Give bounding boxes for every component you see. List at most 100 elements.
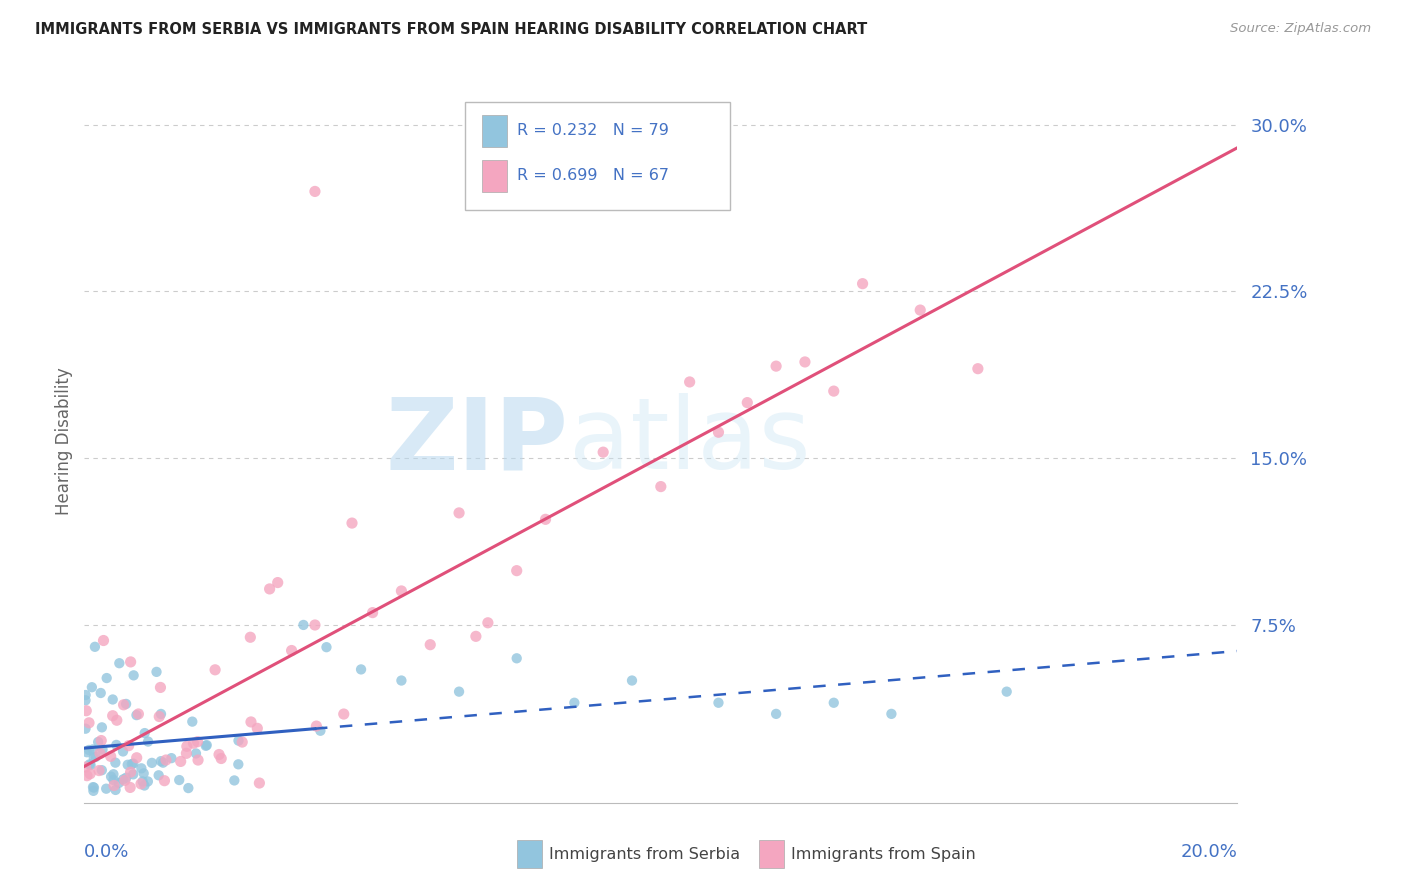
Point [108, 776, 131, 790]
Point [153, 773, 176, 788]
Point [100, 749, 122, 764]
Point [83, 750, 105, 764]
Point [149, 681, 172, 695]
Point [737, 395, 759, 409]
Point [391, 673, 413, 688]
Point [195, 738, 218, 752]
Point [160, 751, 183, 765]
Point [136, 734, 159, 748]
Point [309, 723, 332, 738]
Point [967, 361, 990, 376]
Point [267, 575, 290, 590]
Point [333, 706, 356, 721]
Point [75, 704, 97, 718]
Point [184, 747, 207, 761]
Point [117, 757, 139, 772]
Point [231, 735, 253, 749]
Point [679, 375, 702, 389]
Point [79, 758, 101, 772]
Point [131, 761, 153, 775]
Point [176, 747, 198, 761]
Point [77, 715, 100, 730]
Point [136, 774, 159, 789]
Point [823, 384, 845, 398]
Point [228, 733, 250, 747]
Point [304, 618, 326, 632]
Text: 20.0%: 20.0% [1181, 843, 1237, 861]
Point [240, 714, 263, 729]
Point [187, 753, 209, 767]
Point [621, 673, 644, 688]
Point [115, 697, 138, 711]
Point [823, 696, 845, 710]
Point [108, 657, 131, 671]
Point [506, 564, 529, 578]
Point [82, 780, 104, 794]
Point [115, 771, 138, 785]
Point [103, 779, 125, 793]
Point [125, 751, 148, 765]
Point [449, 506, 471, 520]
Point [304, 185, 326, 199]
Point [564, 696, 586, 710]
Point [122, 668, 145, 682]
Point [449, 684, 471, 698]
Bar [517, 840, 543, 868]
Point [148, 709, 170, 723]
Point [765, 359, 787, 373]
Point [419, 638, 441, 652]
Point [82, 784, 104, 798]
Point [141, 756, 163, 770]
Point [75, 722, 97, 736]
Point [134, 779, 156, 793]
Point [80, 680, 103, 694]
Text: ZIP: ZIP [385, 393, 568, 490]
Point [280, 643, 302, 657]
Point [765, 706, 787, 721]
Text: Immigrants from Serbia: Immigrants from Serbia [548, 847, 740, 862]
Point [183, 736, 205, 750]
Point [650, 480, 672, 494]
Point [82, 742, 104, 756]
Point [91, 742, 114, 756]
Point [76, 745, 98, 759]
Point [90, 763, 112, 777]
Point [84, 640, 107, 654]
Point [477, 615, 499, 630]
Point [79, 766, 101, 780]
Text: R = 0.232   N = 79: R = 0.232 N = 79 [517, 123, 669, 138]
Point [87, 735, 110, 749]
Point [340, 516, 363, 530]
Point [96, 671, 118, 685]
Point [152, 756, 174, 770]
Point [259, 582, 281, 596]
Point [90, 686, 112, 700]
Point [315, 640, 337, 655]
Point [75, 760, 97, 774]
Point [186, 734, 208, 748]
Point [292, 618, 315, 632]
Point [117, 739, 139, 753]
Point [104, 783, 127, 797]
Point [391, 584, 413, 599]
Point [170, 755, 193, 769]
Point [112, 744, 135, 758]
Point [350, 662, 373, 676]
Point [506, 651, 529, 665]
Point [209, 751, 232, 765]
Point [131, 774, 153, 789]
Point [910, 303, 932, 318]
Point [150, 706, 173, 721]
Point [149, 754, 172, 768]
Point [125, 708, 148, 723]
Point [176, 739, 198, 754]
Point [134, 726, 156, 740]
Point [120, 780, 142, 795]
Point [89, 747, 111, 761]
Point [104, 756, 127, 770]
Point [112, 772, 135, 787]
Point [90, 733, 112, 747]
Point [228, 757, 250, 772]
Bar [759, 840, 785, 868]
Text: Source: ZipAtlas.com: Source: ZipAtlas.com [1230, 22, 1371, 36]
